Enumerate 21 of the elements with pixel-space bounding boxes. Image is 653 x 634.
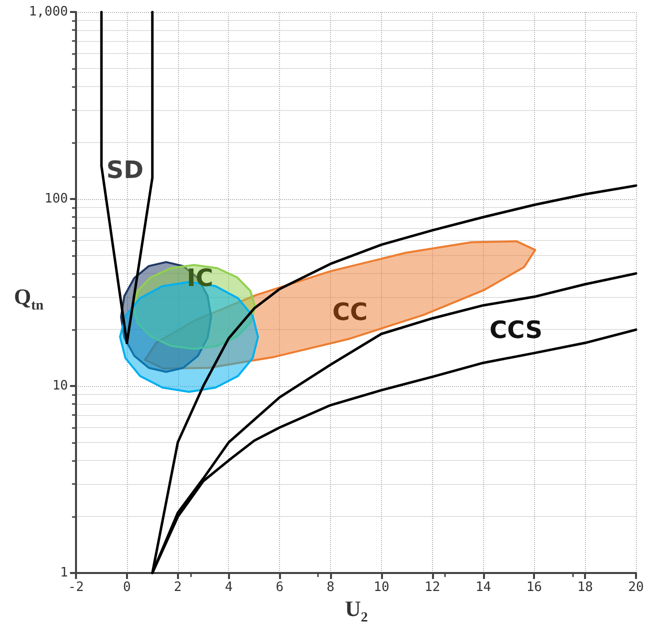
- x-tick-label: 18: [577, 580, 593, 595]
- x-tick-label: 2: [174, 580, 182, 595]
- annotation: CC: [332, 298, 368, 326]
- x-tick-label: -2: [68, 580, 84, 595]
- x-tick-label: 8: [326, 580, 334, 595]
- x-tick-label: 0: [122, 580, 131, 595]
- x-axis-title: U$_{2}$: [345, 596, 368, 626]
- x-tick-label: 4: [224, 580, 233, 595]
- x-tick-label: 6: [276, 580, 284, 595]
- annotation: SD: [106, 156, 144, 184]
- annotation: CCS: [490, 316, 542, 344]
- x-tick-label: 16: [526, 580, 542, 595]
- y-tick-label: 1: [60, 566, 68, 580]
- y-tick-label: 1,000: [28, 4, 68, 20]
- y-axis-title: Q$_{tn}$: [14, 284, 44, 314]
- x-tick-label: 20: [628, 580, 644, 595]
- y-tick-label: 100: [44, 192, 68, 206]
- x-tick-label: 14: [475, 580, 492, 595]
- x-tick-label: 10: [374, 580, 390, 595]
- y-tick-label: 10: [52, 378, 68, 394]
- x-tick-label: 12: [424, 580, 440, 595]
